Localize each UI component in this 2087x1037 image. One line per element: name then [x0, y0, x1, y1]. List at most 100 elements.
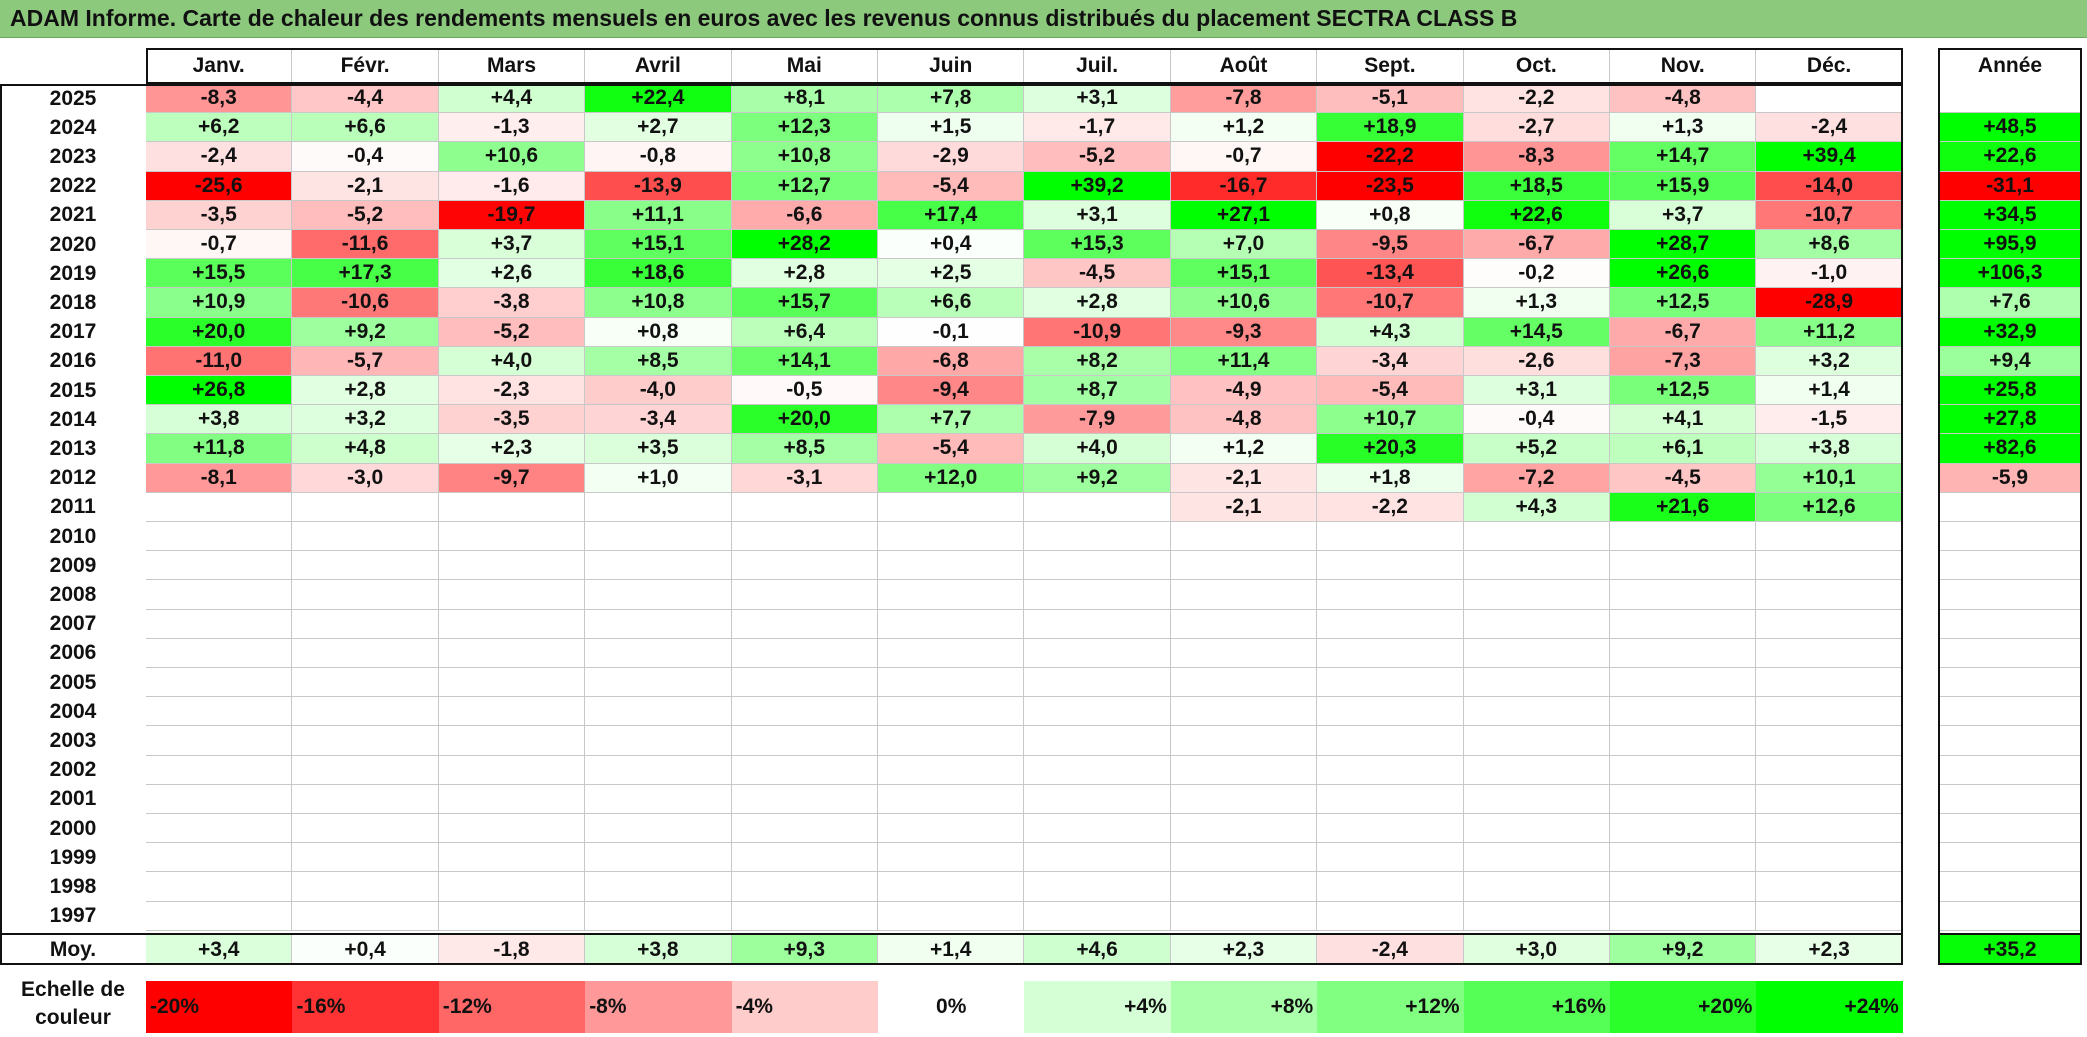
- color-scale-swatch: -8%: [585, 981, 732, 1033]
- title-bar: ADAM Informe. Carte de chaleur des rende…: [0, 0, 2087, 38]
- heatmap-cell: [1170, 668, 1318, 698]
- average-cell: +0,4: [292, 935, 439, 965]
- heatmap-cell: [1756, 726, 1903, 756]
- heatmap-cell: +20,0: [731, 405, 878, 435]
- heatmap-cell: +7,8: [878, 84, 1025, 114]
- year-label: 2014: [49, 407, 97, 431]
- heatmap-cell: +4,0: [438, 346, 586, 376]
- heatmap-cell: [146, 638, 293, 668]
- heatmap-cell: -3,5: [438, 405, 586, 435]
- heatmap-cell: [1024, 755, 1171, 785]
- heatmap-cell: [292, 638, 439, 668]
- heatmap-cell: [1610, 784, 1757, 814]
- annual-cell: [1938, 843, 2082, 873]
- heatmap-cell: [146, 784, 293, 814]
- heatmap-cell: [1317, 872, 1464, 902]
- average-cell: +2,3: [1756, 935, 1903, 965]
- heatmap-cell: +18,9: [1317, 113, 1464, 143]
- heatmap-cell: +0,4: [878, 230, 1025, 260]
- heatmap-cell: [1756, 551, 1903, 581]
- heatmap-cell: [585, 551, 732, 581]
- average-cell: +9,2: [1610, 935, 1757, 965]
- heatmap-cell: +1,5: [878, 113, 1025, 143]
- heatmap-cell: -0,5: [731, 376, 878, 406]
- heatmap-cell: [731, 814, 878, 844]
- heatmap-cell: [438, 609, 586, 639]
- heatmap-cell: [1610, 755, 1757, 785]
- heatmap-cell: -4,0: [585, 376, 732, 406]
- color-scale-swatch: 0%: [878, 981, 1025, 1033]
- heatmap-cell: [1024, 814, 1171, 844]
- heatmap-cell: +7,7: [878, 405, 1025, 435]
- heatmap-cell: [1317, 609, 1464, 639]
- heatmap-cell: -6,7: [1610, 317, 1757, 347]
- heatmap-cell: [1756, 580, 1903, 610]
- heatmap-cell: -2,2: [1317, 492, 1464, 522]
- heatmap-cell: +9,2: [292, 317, 439, 347]
- annual-cell: [1938, 522, 2082, 552]
- heatmap-cell: -23,5: [1317, 171, 1464, 201]
- annual-cell: [1938, 814, 2082, 844]
- heatmap-cell: [292, 609, 439, 639]
- heatmap-cell: +1,8: [1317, 463, 1464, 493]
- heatmap-cell: +2,5: [878, 259, 1025, 289]
- heatmap-cell: -22,2: [1317, 142, 1464, 172]
- heatmap-cell: [146, 609, 293, 639]
- heatmap-cell: [585, 755, 732, 785]
- heatmap-cell: [292, 872, 439, 902]
- color-scale-swatch: +20%: [1610, 981, 1757, 1033]
- heatmap-cell: [878, 638, 1025, 668]
- heatmap-cell: +28,2: [731, 230, 878, 260]
- heatmap-cell: -14,0: [1756, 171, 1903, 201]
- heatmap-cell: [1024, 609, 1171, 639]
- annual-cell: +27,8: [1938, 405, 2082, 435]
- heatmap-cell: +3,2: [292, 405, 439, 435]
- heatmap-cell: +3,7: [1610, 200, 1757, 230]
- heatmap-cell: -3,8: [438, 288, 586, 318]
- heatmap-cell: -3,0: [292, 463, 439, 493]
- heatmap-cell: [1610, 726, 1757, 756]
- average-cell: +3,8: [585, 935, 732, 965]
- month-header-6: Juin: [878, 48, 1025, 84]
- heatmap-cell: [1463, 843, 1610, 873]
- heatmap-cell: -4,8: [1610, 84, 1757, 114]
- heatmap-cell: [1463, 638, 1610, 668]
- year-label: 2017: [49, 320, 97, 344]
- heatmap-cell: -16,7: [1170, 171, 1318, 201]
- heatmap-cell: [1024, 492, 1171, 522]
- month-header-2: Févr.: [292, 48, 439, 84]
- heatmap-cell: +4,3: [1463, 492, 1610, 522]
- heatmap-cell: +2,3: [438, 434, 586, 464]
- heatmap-cell: +11,4: [1170, 346, 1318, 376]
- heatmap-cell: [1024, 901, 1171, 931]
- year-label: 2012: [49, 466, 97, 490]
- annual-cell: [1938, 901, 2082, 931]
- heatmap-cell: -9,4: [878, 376, 1025, 406]
- heatmap-cell: [1024, 843, 1171, 873]
- heatmap-cell: [146, 668, 293, 698]
- heatmap-cell: [1463, 872, 1610, 902]
- heatmap-cell: [1170, 522, 1318, 552]
- heatmap-cell: [1610, 697, 1757, 727]
- heatmap-cell: [1317, 668, 1464, 698]
- heatmap-cell: [146, 755, 293, 785]
- heatmap-cell: [146, 901, 293, 931]
- year-label: 2019: [49, 261, 97, 285]
- year-label: 2021: [49, 203, 97, 227]
- heatmap-cell: [292, 668, 439, 698]
- heatmap-cell: [1756, 522, 1903, 552]
- heatmap-cell: [1024, 784, 1171, 814]
- heatmap-cell: +1,4: [1756, 376, 1903, 406]
- heatmap-cell: +3,8: [1756, 434, 1903, 464]
- heatmap-cell: [1024, 668, 1171, 698]
- heatmap-cell: +10,8: [731, 142, 878, 172]
- heatmap-cell: [438, 843, 586, 873]
- heatmap-cell: +4,3: [1317, 317, 1464, 347]
- heatmap-cell: -3,4: [585, 405, 732, 435]
- heatmap-cell: [878, 668, 1025, 698]
- year-label: 2000: [49, 816, 97, 840]
- heatmap-cell: -6,6: [731, 200, 878, 230]
- year-label: 2001: [49, 787, 97, 811]
- heatmap-cell: +9,2: [1024, 463, 1171, 493]
- heatmap-cell: [1610, 843, 1757, 873]
